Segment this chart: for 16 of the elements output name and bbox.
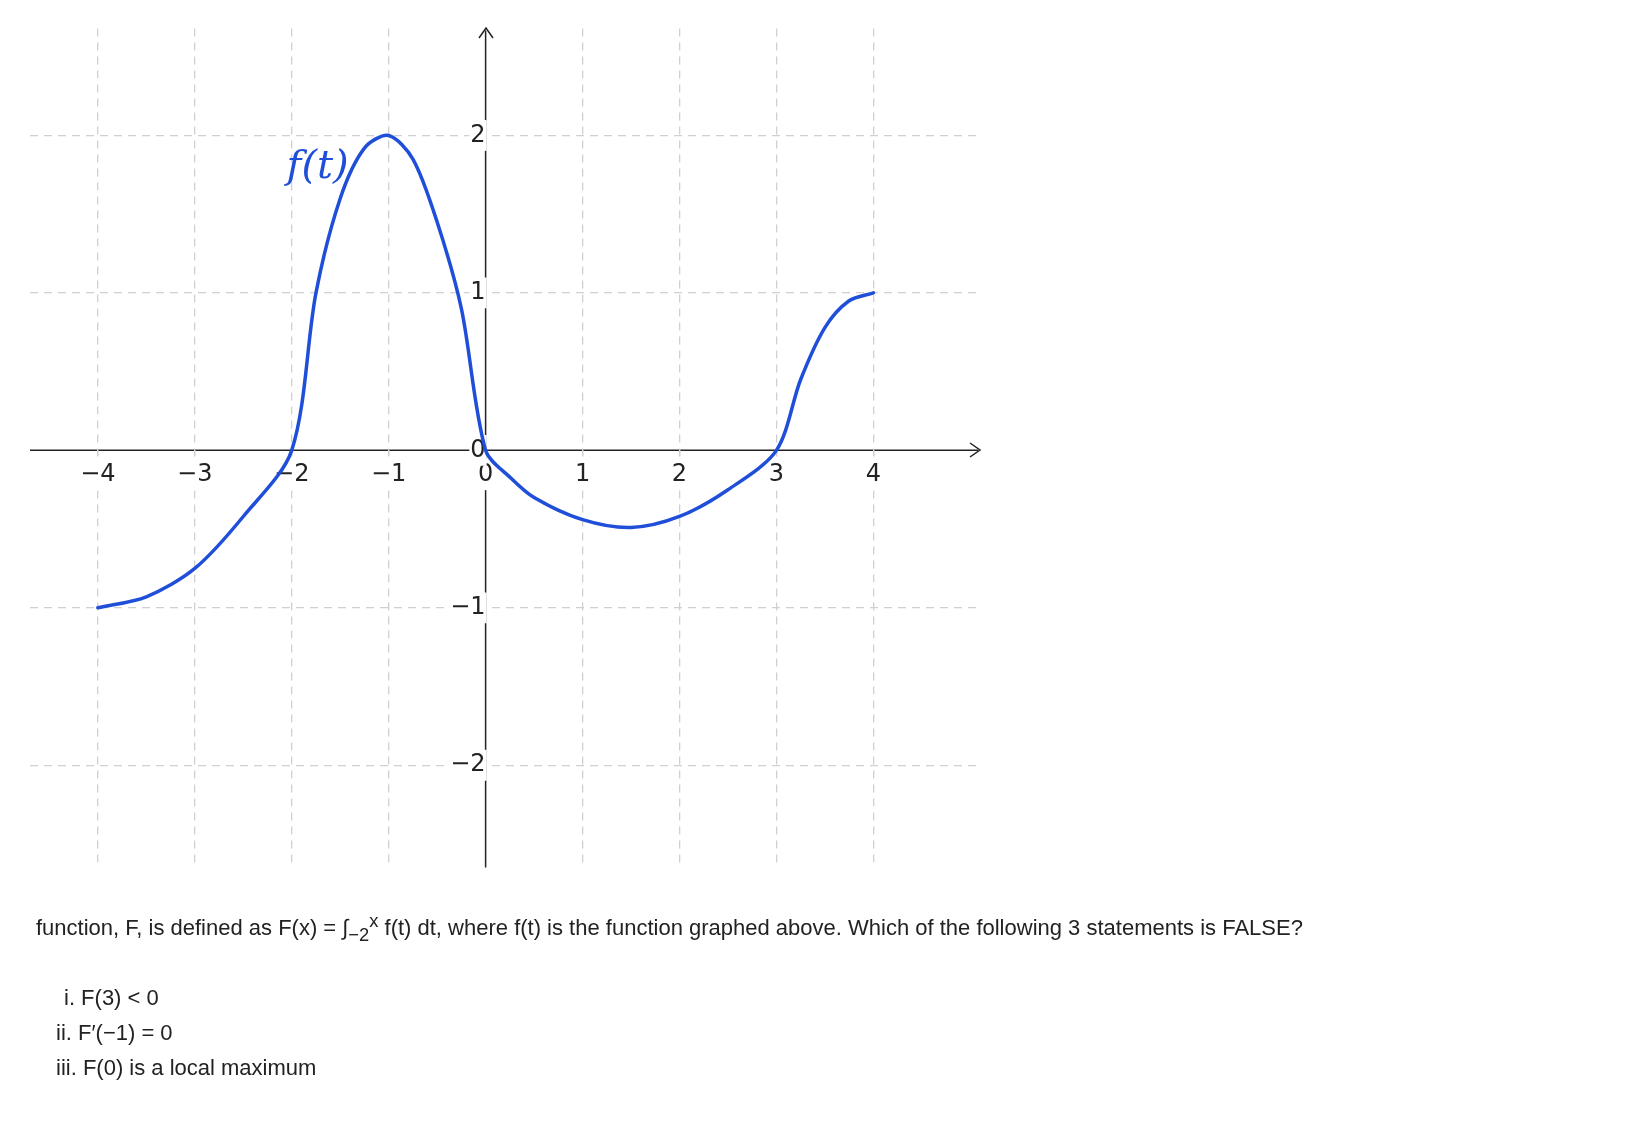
y-tick-label: 1 [470, 277, 486, 306]
x-tick-label: 4 [865, 459, 882, 487]
y-tick-label: 2 [470, 119, 486, 148]
y-tick-label: −1 [450, 592, 486, 621]
x-tick-label: 2 [671, 459, 688, 487]
text: function, F, is defined as F(x) = ∫$_{−2}$$^{x}$ f(t) dt, where f(t) is the function graphed above. Which of the following 3 statements is FALSE? [36, 909, 1304, 947]
text: i. F(3) < 0 [64, 984, 160, 1013]
y-tick-label: −2 [450, 749, 486, 778]
text: ii. F′(−1) = 0 [56, 1019, 174, 1048]
text: iii. F(0) is a local maximum [56, 1053, 318, 1082]
x-tick-label: 1 [574, 459, 591, 487]
series-label: f(t) [283, 140, 349, 187]
x-tick-label: −1 [370, 459, 407, 487]
x-tick-label: 3 [768, 459, 785, 487]
x-tick-label: −4 [80, 459, 116, 487]
x-tick-label: −3 [177, 459, 213, 487]
